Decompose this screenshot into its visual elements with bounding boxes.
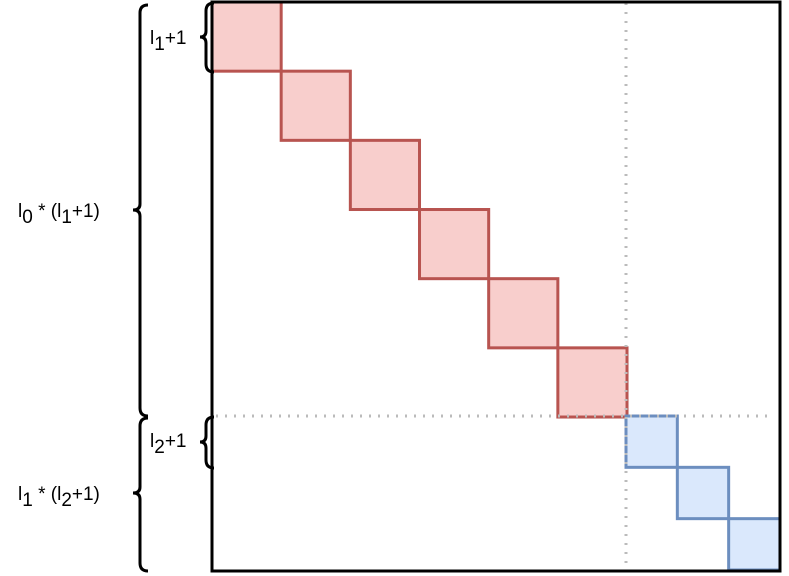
label-subscript: 1 bbox=[61, 207, 72, 228]
block-red bbox=[487, 277, 560, 350]
brace-large-bottom bbox=[132, 416, 149, 573]
label-text: l bbox=[150, 28, 154, 49]
label-block-size-1: l1+1 bbox=[150, 28, 186, 55]
matrix-outline bbox=[210, 0, 782, 573]
label-text: +1 bbox=[165, 28, 187, 49]
braces bbox=[132, 1, 215, 573]
label-text: l bbox=[18, 201, 22, 222]
block-blue bbox=[624, 414, 679, 469]
brace-small-bottom bbox=[199, 415, 215, 470]
block-red bbox=[279, 69, 352, 142]
label-text: l bbox=[18, 484, 22, 505]
label-text: +1) bbox=[72, 484, 100, 505]
blocks bbox=[210, 0, 782, 572]
block-red bbox=[418, 208, 491, 281]
label-subscript: 1 bbox=[154, 34, 165, 55]
label-subscript: 0 bbox=[22, 207, 33, 228]
label-text: * (l bbox=[33, 484, 62, 505]
label-block-size-2: l2+1 bbox=[150, 431, 186, 458]
block-blue bbox=[727, 517, 782, 572]
block-red bbox=[348, 138, 422, 212]
block-red bbox=[556, 346, 629, 419]
label-subscript: 2 bbox=[154, 437, 165, 458]
label-subscript: 1 bbox=[22, 490, 33, 511]
label-text: +1) bbox=[72, 201, 100, 222]
label-text: l bbox=[150, 431, 154, 452]
block-blue bbox=[675, 465, 731, 521]
brace-small-top bbox=[199, 1, 215, 74]
label-text: +1 bbox=[165, 431, 187, 452]
label-text: * (l bbox=[33, 201, 62, 222]
label-section-size-2: l1 * (l2+1) bbox=[18, 484, 100, 511]
brace-large-top bbox=[132, 3, 149, 418]
label-subscript: 2 bbox=[61, 490, 72, 511]
label-section-size-1: l0 * (l1+1) bbox=[18, 201, 100, 228]
block-red bbox=[210, 0, 283, 73]
